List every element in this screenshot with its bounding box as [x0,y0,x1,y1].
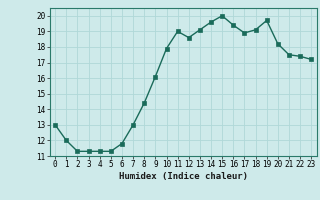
X-axis label: Humidex (Indice chaleur): Humidex (Indice chaleur) [119,172,248,181]
